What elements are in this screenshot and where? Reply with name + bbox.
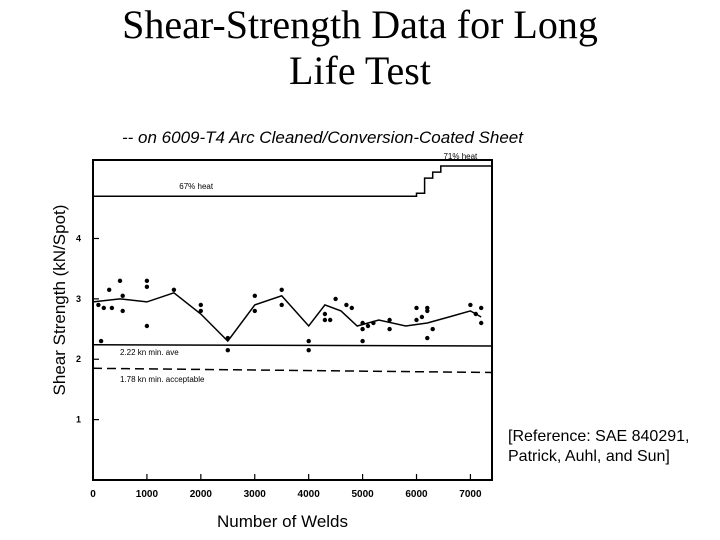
x-tick-label: 0 <box>90 489 96 500</box>
chart-annotation: 1.78 kn min. acceptable <box>120 375 205 384</box>
plot-frame <box>92 159 493 481</box>
data-point <box>306 348 311 353</box>
data-point <box>425 305 430 311</box>
reference-note: [Reference: SAE 840291, Patrick, Auhl, a… <box>508 428 690 465</box>
chart-annotation: 71% heat <box>443 152 478 161</box>
data-point <box>387 317 392 323</box>
data-point <box>414 317 419 323</box>
data-point <box>225 335 230 341</box>
data-point <box>171 287 177 292</box>
x-tick-label: 1000 <box>136 489 159 500</box>
data-point <box>198 302 203 308</box>
data-point <box>120 308 125 314</box>
data-point <box>279 302 284 308</box>
data-point <box>279 287 284 292</box>
chart-annotation: 67% heat <box>179 182 214 191</box>
data-point <box>117 278 123 283</box>
data-point <box>365 323 371 329</box>
data-point <box>107 287 112 292</box>
x-tick-label: 5000 <box>351 489 374 500</box>
data-point <box>120 293 125 298</box>
data-point <box>425 335 430 341</box>
x-tick-label: 3000 <box>244 489 267 500</box>
chart-subtitle: -- on 6009-T4 Arc Cleaned/Conversion-Coa… <box>122 128 523 147</box>
data-point <box>96 302 101 308</box>
data-point <box>419 314 425 320</box>
data-point <box>360 326 365 332</box>
slide-title: Shear-Strength Data for Long Life Test <box>122 2 598 93</box>
data-point <box>349 305 354 311</box>
x-tick-label: 4000 <box>298 489 321 500</box>
data-point <box>479 320 484 326</box>
data-point <box>360 338 365 344</box>
y-tick-label: 4 <box>76 233 81 243</box>
data-point <box>333 296 338 302</box>
chart-annotation: 2.22 kn min. ave <box>120 348 179 357</box>
y-tick-label: 2 <box>76 354 81 364</box>
y-tick-label: 3 <box>76 294 81 304</box>
data-point <box>144 323 150 329</box>
data-point <box>479 305 484 311</box>
data-point <box>109 305 115 311</box>
data-point <box>430 326 435 332</box>
data-point <box>360 320 365 326</box>
min-average-line <box>92 344 493 347</box>
data-point <box>225 348 230 353</box>
data-point <box>414 305 419 311</box>
x-tick-label: 7000 <box>459 489 482 500</box>
data-point <box>344 302 349 308</box>
data-point <box>387 326 392 332</box>
data-point <box>306 338 311 344</box>
x-tick-label: 6000 <box>405 489 428 500</box>
data-point <box>144 284 150 289</box>
data-point <box>328 317 333 323</box>
data-point <box>371 320 376 326</box>
data-point <box>252 293 257 298</box>
data-point <box>473 311 478 317</box>
heat-setting-line <box>93 165 492 197</box>
mean-strength-line <box>92 291 482 343</box>
data-point <box>252 308 257 314</box>
data-point <box>144 278 150 283</box>
min-acceptable-line <box>92 367 493 374</box>
data-point <box>101 305 107 311</box>
data-point <box>468 302 473 308</box>
data-point <box>98 338 104 344</box>
x-tick-label: 2000 <box>190 489 213 500</box>
data-point <box>322 317 328 323</box>
data-point <box>322 311 328 317</box>
x-axis-label: Number of Welds <box>217 512 349 531</box>
y-tick-label: 1 <box>76 415 81 425</box>
data-point <box>198 308 203 314</box>
